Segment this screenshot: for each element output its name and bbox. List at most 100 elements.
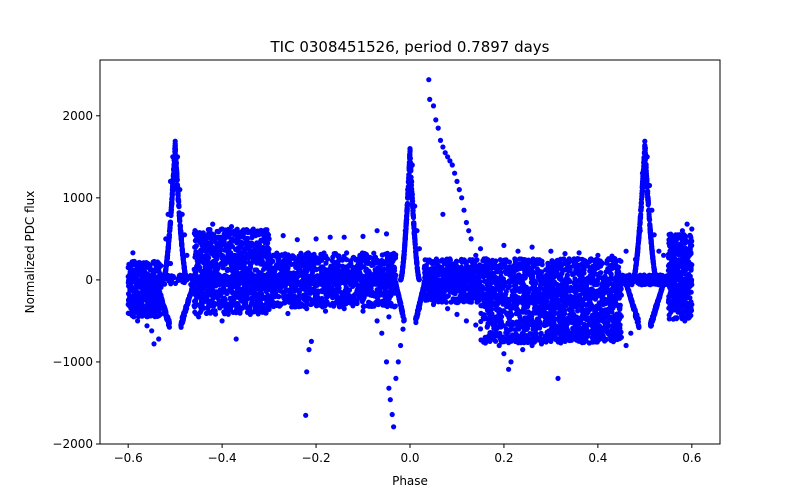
data-point — [304, 275, 310, 281]
data-point — [618, 329, 624, 335]
data-point — [564, 258, 570, 264]
data-point — [603, 269, 609, 275]
data-point — [542, 334, 549, 340]
data-point — [226, 303, 232, 309]
data-point — [366, 299, 372, 305]
data-point — [573, 302, 580, 308]
data-point — [443, 281, 449, 287]
data-point — [256, 255, 262, 261]
data-point — [521, 340, 527, 346]
data-point — [522, 303, 528, 309]
data-point — [137, 290, 144, 296]
data-point — [234, 234, 240, 240]
data-point — [247, 276, 253, 282]
data-point — [384, 272, 390, 278]
data-point — [484, 265, 490, 271]
data-point — [239, 277, 245, 284]
data-point — [144, 286, 150, 292]
data-point — [507, 305, 513, 311]
data-point — [590, 263, 596, 269]
data-point — [289, 298, 295, 304]
data-point — [250, 226, 256, 232]
data-point — [303, 267, 309, 274]
data-point — [461, 299, 467, 305]
data-point — [458, 256, 465, 262]
data-point — [151, 310, 157, 316]
data-point — [561, 331, 567, 337]
data-point — [616, 257, 623, 263]
data-point — [496, 281, 503, 287]
data-point — [211, 300, 217, 306]
data-point — [472, 280, 478, 286]
data-point — [517, 265, 524, 271]
data-point — [330, 254, 336, 260]
data-point — [570, 319, 576, 325]
data-point — [611, 314, 618, 320]
data-point — [386, 295, 392, 301]
data-point — [457, 267, 463, 273]
data-point — [349, 276, 355, 282]
data-point — [594, 278, 601, 284]
data-point — [248, 287, 254, 293]
data-point — [592, 270, 598, 276]
data-point — [521, 261, 527, 267]
data-point — [556, 275, 563, 282]
data-point — [379, 257, 385, 264]
data-point — [453, 263, 459, 269]
data-point — [198, 305, 204, 311]
data-point — [208, 244, 214, 250]
data-point — [147, 265, 153, 271]
data-point — [520, 286, 526, 292]
data-point — [271, 289, 277, 295]
data-point — [241, 258, 247, 264]
data-point — [391, 265, 398, 271]
data-point — [330, 274, 337, 280]
data-point — [351, 254, 357, 260]
data-point — [511, 263, 517, 269]
data-point — [224, 273, 230, 279]
data-point — [278, 278, 284, 285]
data-point — [298, 250, 304, 256]
data-point — [142, 310, 148, 316]
data-point — [208, 286, 214, 292]
data-point — [221, 231, 227, 237]
data-point — [538, 281, 544, 287]
data-point — [423, 297, 429, 303]
data-point — [311, 261, 317, 267]
data-point — [268, 293, 274, 299]
data-point — [543, 311, 550, 317]
data-point — [375, 297, 381, 303]
data-point — [606, 308, 613, 314]
data-point — [321, 277, 327, 283]
data-point — [604, 284, 610, 290]
data-point — [438, 277, 444, 283]
data-point — [204, 267, 210, 273]
data-point — [224, 267, 230, 274]
data-point — [128, 305, 134, 311]
data-point — [585, 316, 591, 322]
data-point — [473, 289, 479, 295]
data-point — [541, 322, 547, 328]
data-point — [509, 332, 515, 338]
data-point — [478, 270, 485, 276]
data-point — [494, 302, 500, 308]
data-point — [232, 276, 239, 282]
data-point — [502, 268, 508, 274]
data-point — [336, 253, 342, 259]
data-point — [536, 286, 542, 292]
data-point — [612, 282, 618, 289]
data-point — [602, 328, 608, 334]
data-point — [243, 280, 249, 286]
data-point — [354, 300, 360, 307]
data-point — [493, 330, 499, 336]
data-point — [525, 294, 531, 300]
data-point — [428, 269, 434, 276]
data-point — [135, 270, 141, 276]
data-point — [368, 285, 374, 291]
data-point — [555, 316, 561, 322]
data-point — [217, 273, 223, 279]
data-point — [243, 267, 249, 274]
data-point — [260, 302, 266, 308]
data-point — [333, 282, 339, 288]
data-point — [287, 279, 293, 285]
